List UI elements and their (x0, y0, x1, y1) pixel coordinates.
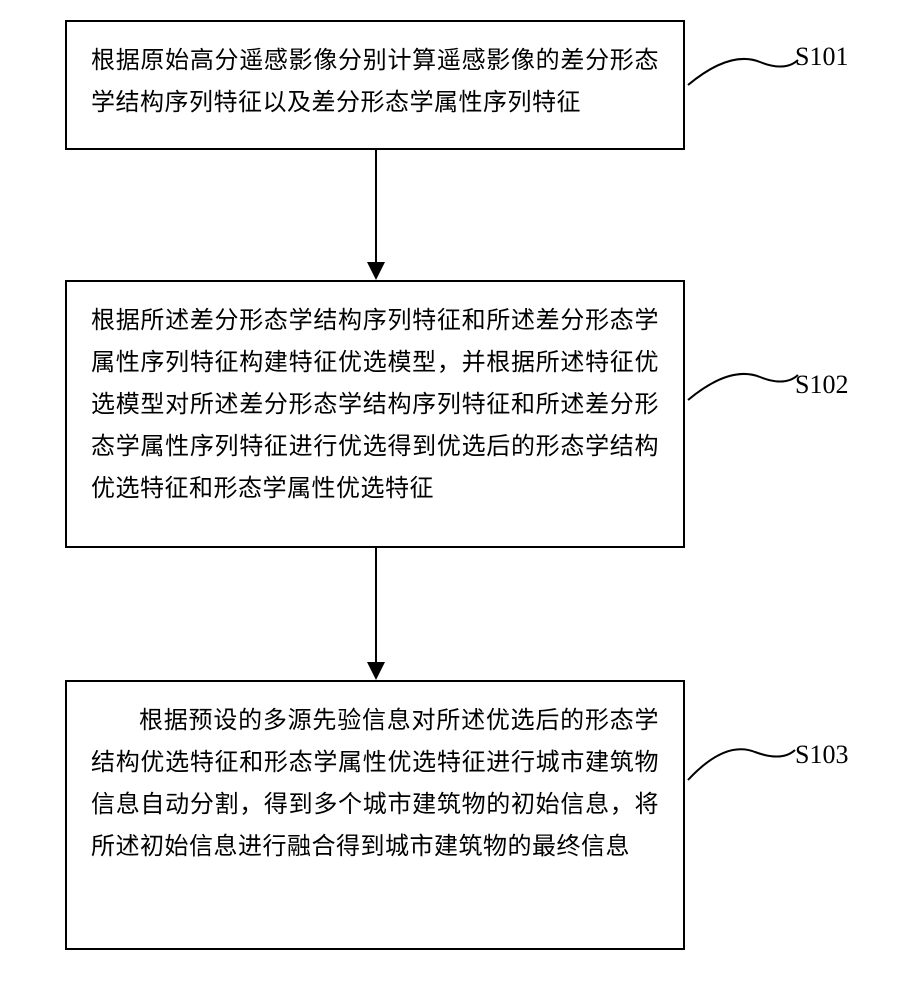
flowchart-container: 根据原始高分遥感影像分别计算遥感影像的差分形态学结构序列特征以及差分形态学属性序… (0, 0, 911, 1000)
arrow-1-line (375, 150, 377, 264)
box-1-text: 根据原始高分遥感影像分别计算遥感影像的差分形态学结构序列特征以及差分形态学属性序… (91, 40, 659, 124)
arrow-1 (375, 150, 377, 280)
flowchart-box-1: 根据原始高分遥感影像分别计算遥感影像的差分形态学结构序列特征以及差分形态学属性序… (65, 20, 685, 150)
label-s101: S101 (795, 42, 848, 72)
flowchart-box-3: 根据预设的多源先验信息对所述优选后的形态学结构优选特征和形态学属性优选特征进行城… (65, 680, 685, 950)
label-s103: S103 (795, 740, 848, 770)
arrow-2-head-icon (367, 662, 385, 680)
box-3-text: 根据预设的多源先验信息对所述优选后的形态学结构优选特征和形态学属性优选特征进行城… (91, 700, 659, 868)
flowchart-box-2: 根据所述差分形态学结构序列特征和所述差分形态学属性序列特征构建特征优选模型，并根… (65, 280, 685, 548)
box-2-text: 根据所述差分形态学结构序列特征和所述差分形态学属性序列特征构建特征优选模型，并根… (91, 300, 659, 510)
arrow-1-head-icon (367, 262, 385, 280)
label-s102: S102 (795, 370, 848, 400)
arrow-2-line (375, 548, 377, 664)
connector-path-2 (688, 374, 798, 400)
connector-path-3 (688, 749, 795, 780)
arrow-2 (375, 548, 377, 680)
connector-path-1 (688, 59, 798, 85)
